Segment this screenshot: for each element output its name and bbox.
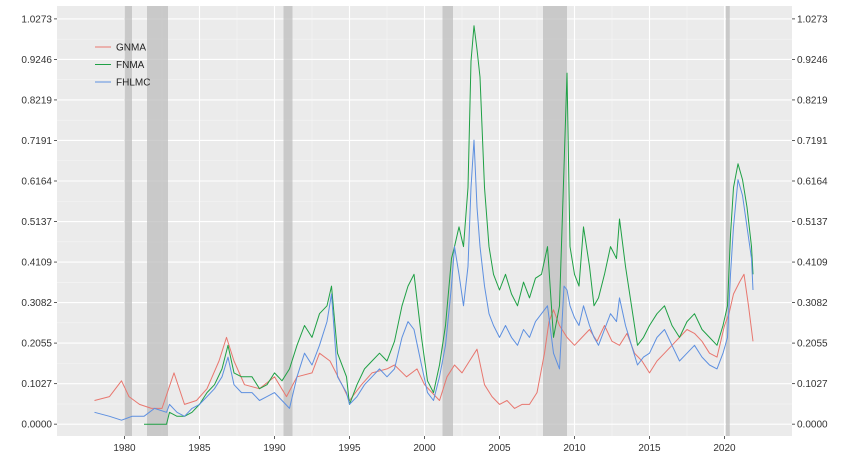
- x-axis: 1980 1985 1990 1995 2000 2005 2010 2015 2020: [113, 436, 736, 454]
- y-tick-label-left: 0.3082: [21, 298, 52, 309]
- x-tick-label: 1980: [113, 443, 136, 454]
- y-tick-label-left: 0.6164: [21, 176, 52, 187]
- y-tick-label-right: 0.4109: [797, 258, 828, 269]
- x-tick-label: 1985: [188, 443, 211, 454]
- series-line-fnma: [144, 25, 754, 425]
- recession-band: [726, 6, 730, 436]
- recession-band: [283, 6, 293, 436]
- x-tick-label: 2010: [563, 443, 586, 454]
- recession-shading: [124, 6, 730, 436]
- major-gridlines: [57, 6, 792, 436]
- y-tick-label-right: 0.1027: [797, 379, 828, 390]
- series-line-gnma: [94, 273, 754, 409]
- y-tick-label-left: 0.0000: [21, 420, 52, 431]
- legend: GNMA FNMA FHLMC: [95, 43, 150, 89]
- y-tick-label-left: 0.2055: [21, 339, 52, 350]
- recession-band: [543, 6, 567, 436]
- series-lines: [94, 25, 754, 425]
- recession-band: [124, 6, 132, 436]
- y-tick-label-right: 0.2055: [797, 339, 828, 350]
- y-tick-label-left: 0.9246: [21, 55, 52, 66]
- y-tick-label-left: 0.4109: [21, 258, 52, 269]
- legend-label-fnma: FNMA: [116, 60, 145, 71]
- x-tick-label: 1995: [338, 443, 361, 454]
- y-tick-label-right: 0.3082: [797, 298, 828, 309]
- y-axis-left: 0.0000 0.1027 0.2055 0.3082 0.4109 0.5137 0.61…: [21, 14, 57, 431]
- x-tick-label: 1990: [263, 443, 286, 454]
- y-tick-label-left: 0.5137: [21, 217, 52, 228]
- y-tick-label-right: 1.0273: [797, 14, 828, 25]
- y-tick-label-right: 0.6164: [797, 176, 828, 187]
- y-tick-label-right: 0.9246: [797, 55, 828, 66]
- y-tick-label-right: 0.8219: [797, 95, 828, 106]
- x-tick-label: 2000: [413, 443, 436, 454]
- y-tick-label-left: 0.1027: [21, 379, 52, 390]
- y-axis-right: 0.0000 0.1027 0.2055 0.3082 0.4109 0.5137 0.61…: [792, 14, 828, 431]
- y-tick-label-right: 0.0000: [797, 420, 828, 431]
- y-tick-label-left: 0.7191: [21, 136, 52, 147]
- x-tick-label: 2020: [713, 443, 736, 454]
- y-tick-label-right: 0.5137: [797, 217, 828, 228]
- recession-band: [147, 6, 168, 436]
- y-tick-label-left: 0.8219: [21, 95, 52, 106]
- y-tick-label-right: 0.7191: [797, 136, 828, 147]
- y-tick-label-left: 1.0273: [21, 14, 52, 25]
- legend-label-gnma: GNMA: [116, 43, 146, 54]
- series-line-fhlmc: [94, 139, 754, 421]
- recession-band: [442, 6, 453, 436]
- x-tick-label: 2005: [488, 443, 511, 454]
- legend-label-fhlmc: FHLMC: [116, 78, 150, 89]
- x-tick-label: 2015: [638, 443, 661, 454]
